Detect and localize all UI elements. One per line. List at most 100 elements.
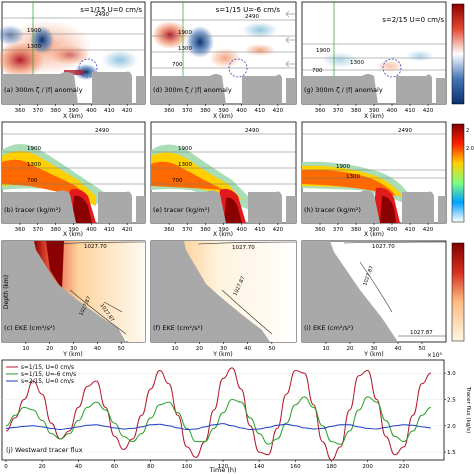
panel-j-x-tick-label: 120 — [218, 464, 229, 470]
panel-c-x-tick-label: 50 — [118, 346, 125, 352]
panel-e-x-tick-label: 360 — [164, 227, 175, 233]
panel-b-contour-3: 1300 — [27, 162, 41, 168]
panel-a-annotation: s=1/15 U=0 cm/s — [80, 6, 142, 14]
panel-j-x-ticks: 0 20 40 60 80 100 120 140 160 180 200 220 — [4, 460, 410, 470]
panel-f-x-tick-label: 10 — [172, 346, 179, 352]
panel-f-x-tick-label: 50 — [268, 346, 275, 352]
panel-a-x-tick-label: 380 — [50, 108, 61, 114]
panel-d-x-ticks: 360 370 380 390 400 410 420 — [164, 104, 284, 114]
panel-h-contour-1: 2490 — [398, 128, 412, 134]
panel-h: 2490 1900 1300 (h) tracer (kg/m²) 360 370… — [301, 121, 447, 238]
panel-g-annotation: s=2/15 U=0 cm/s — [382, 16, 444, 24]
panel-h-x-tick-label: 390 — [369, 227, 380, 233]
panel-j-x-tick-label: 20 — [39, 464, 46, 470]
panel-j-grid — [2, 372, 444, 453]
panel-g: s=2/15 U=0 cm/s 1900 1300 700 (g) 300m ζ… — [301, 1, 447, 120]
colorbar-vorticity — [451, 3, 465, 105]
panel-j-x-tick-label: 100 — [182, 464, 193, 470]
panel-a-contour-1: 2490 — [95, 12, 109, 18]
panel-g-contour-3: 700 — [312, 68, 323, 74]
panel-g-x-tick-label: 390 — [369, 108, 380, 114]
panel-j-x-tick-label: 80 — [147, 464, 154, 470]
panel-j-x-tick-label: 40 — [75, 464, 82, 470]
panel-g-contour-1: 1900 — [316, 48, 330, 54]
panel-h-x-tick-label: 360 — [315, 227, 326, 233]
panel-h-x-tick-label: 370 — [333, 227, 344, 233]
panel-f: 1027.70 1027.87 (f) EKE (cm²/s²) 10 20 30 4… — [150, 240, 297, 358]
panel-d-x-tick-label: 400 — [236, 108, 247, 114]
panel-d-x-tick-label: 420 — [273, 108, 284, 114]
panel-j-x-tick-label: 160 — [290, 464, 301, 470]
panel-h-x-tick-label: 410 — [405, 227, 416, 233]
panel-j-series-line-3 — [5, 423, 431, 430]
panel-f-label: (f) EKE (cm²/s²) — [153, 324, 203, 332]
panel-j-legend-label-2: s=1/15, U=-6 cm/s — [21, 372, 76, 378]
panel-f-x-tick-label: 20 — [196, 346, 203, 352]
panel-d-x-label: X (km) — [213, 113, 233, 120]
panel-g-x-tick-label: 360 — [315, 108, 326, 114]
panel-i-x-tick-label: 40 — [395, 346, 402, 352]
panel-a-contour-2: 1900 — [27, 28, 41, 34]
panel-c-y-label: Depth (km) — [3, 275, 10, 309]
panel-e-x-tick-label: 410 — [255, 227, 266, 233]
panel-d-x-tick-label: 370 — [182, 108, 193, 114]
panel-e-x-tick-label: 390 — [218, 227, 229, 233]
panel-g-x-tick-label: 380 — [351, 108, 362, 114]
panel-b-label: (b) tracer (kg/m²) — [4, 206, 61, 214]
panel-d-x-tick-label: 390 — [218, 108, 229, 114]
panel-e-contour-2: 1900 — [178, 146, 192, 152]
panel-i-x-tick-label: 20 — [347, 346, 354, 352]
panel-h-contour-3: 1300 — [346, 174, 360, 180]
panel-j-x-tick-label: 140 — [254, 464, 265, 470]
panel-b-contour-1: 2490 — [95, 128, 109, 134]
panel-g-x-tick-label: 410 — [405, 108, 416, 114]
panel-d-contour-4: 700 — [172, 62, 183, 68]
panel-e-contour-1: 2490 — [245, 128, 259, 134]
panel-e-label: (e) tracer (kg/m²) — [153, 206, 210, 214]
panel-b-x-tick-label: 420 — [122, 227, 133, 233]
panel-d-contour-1: 2490 — [245, 14, 259, 20]
panel-j-y-tick-label: 2.5 — [447, 397, 456, 403]
panel-f-x-tick-label: 30 — [220, 346, 227, 352]
panel-i: 1027.70 1027.87 1027.87 (i) EKE (cm²/s²)… — [301, 240, 447, 358]
panel-b-x-tick-label: 370 — [33, 227, 44, 233]
panel-j-legend-label-3: s=2/15, U=0 cm/s — [21, 379, 74, 385]
panel-d-contour-2: 1900 — [178, 30, 192, 36]
panel-d-contour-3: 1300 — [178, 46, 192, 52]
panel-c-x-tick-label: 10 — [22, 346, 29, 352]
panel-g-x-tick-label: 370 — [333, 108, 344, 114]
panel-b: 2490 1900 1300 700 (b) tracer (kg/m²) 36… — [1, 121, 146, 238]
panel-g-contour-2: 1300 — [350, 60, 364, 66]
panel-c-x-tick-label: 20 — [46, 346, 53, 352]
panel-c-contour-1: 1027.70 — [84, 244, 107, 250]
panel-j-y-ticks: 1.5 2.0 2.5 3.0 — [444, 371, 456, 456]
panel-g-x-tick-label: 420 — [423, 108, 434, 114]
panel-b-contour-2: 1900 — [27, 146, 41, 152]
panel-d: s=1/15 U=-6 cm/s 2490 1900 1300 700 (d) … — [150, 1, 297, 120]
panel-d-x-tick-label: 380 — [200, 108, 211, 114]
panel-e-x-tick-label: 380 — [200, 227, 211, 233]
panel-b-x-tick-label: 410 — [104, 227, 115, 233]
panel-a-label: (a) 300m ζ / |f| anomaly — [4, 86, 83, 94]
panel-i-contour-1: 1027.70 — [372, 244, 395, 250]
panel-j-label: (j) Westward tracer flux — [6, 446, 83, 454]
panel-e-x-ticks: 360 370 380 390 400 410 420 — [164, 223, 284, 233]
panel-a-x-tick-label: 360 — [15, 108, 26, 114]
panel-b-x-label: X (km) — [63, 231, 83, 238]
panel-j-series — [5, 367, 432, 461]
panel-j-y-tick-label: 2.0 — [447, 424, 456, 430]
panel-g-label: (g) 300m ζ / |f| anomaly — [304, 86, 383, 94]
panel-i-x-tick-label: 10 — [323, 346, 330, 352]
panel-j-legend-label-1: s=1/15, U=0 cm/s — [21, 365, 74, 371]
panel-j-x-tick-label: 0 — [4, 464, 8, 470]
panel-b-x-tick-label: 390 — [68, 227, 79, 233]
panel-d-x-tick-label: 410 — [255, 108, 266, 114]
panel-e-contour-3: 1300 — [178, 162, 192, 168]
panel-a-x-tick-label: 370 — [33, 108, 44, 114]
panel-a-x-label: X (km) — [63, 113, 83, 120]
panel-j-legend: s=1/15, U=0 cm/ss=1/15, U=-6 cm/ss=2/15,… — [6, 365, 76, 385]
panel-j-x-tick-label: 180 — [326, 464, 337, 470]
panel-b-contour-4: 700 — [27, 178, 38, 184]
panel-f-x-ticks: 10 20 30 40 50 — [172, 342, 276, 352]
